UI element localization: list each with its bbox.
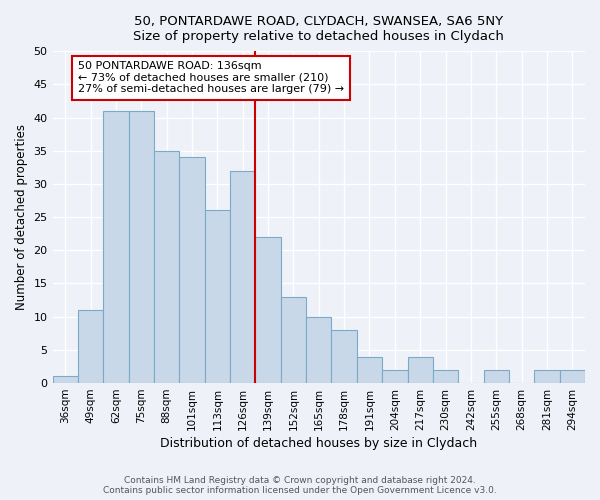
Bar xyxy=(230,170,256,383)
Bar xyxy=(128,111,154,383)
Bar xyxy=(205,210,230,383)
Bar xyxy=(53,376,78,383)
Bar xyxy=(433,370,458,383)
Bar xyxy=(407,356,433,383)
Bar xyxy=(281,297,306,383)
Bar xyxy=(331,330,357,383)
X-axis label: Distribution of detached houses by size in Clydach: Distribution of detached houses by size … xyxy=(160,437,478,450)
Bar xyxy=(179,158,205,383)
Title: 50, PONTARDAWE ROAD, CLYDACH, SWANSEA, SA6 5NY
Size of property relative to deta: 50, PONTARDAWE ROAD, CLYDACH, SWANSEA, S… xyxy=(133,15,504,43)
Bar xyxy=(154,150,179,383)
Bar xyxy=(78,310,103,383)
Bar xyxy=(357,356,382,383)
Text: 50 PONTARDAWE ROAD: 136sqm
← 73% of detached houses are smaller (210)
27% of sem: 50 PONTARDAWE ROAD: 136sqm ← 73% of deta… xyxy=(78,61,344,94)
Y-axis label: Number of detached properties: Number of detached properties xyxy=(15,124,28,310)
Bar xyxy=(484,370,509,383)
Bar xyxy=(560,370,585,383)
Bar xyxy=(382,370,407,383)
Bar xyxy=(103,111,128,383)
Bar xyxy=(256,237,281,383)
Text: Contains HM Land Registry data © Crown copyright and database right 2024.
Contai: Contains HM Land Registry data © Crown c… xyxy=(103,476,497,495)
Bar xyxy=(534,370,560,383)
Bar xyxy=(306,316,331,383)
